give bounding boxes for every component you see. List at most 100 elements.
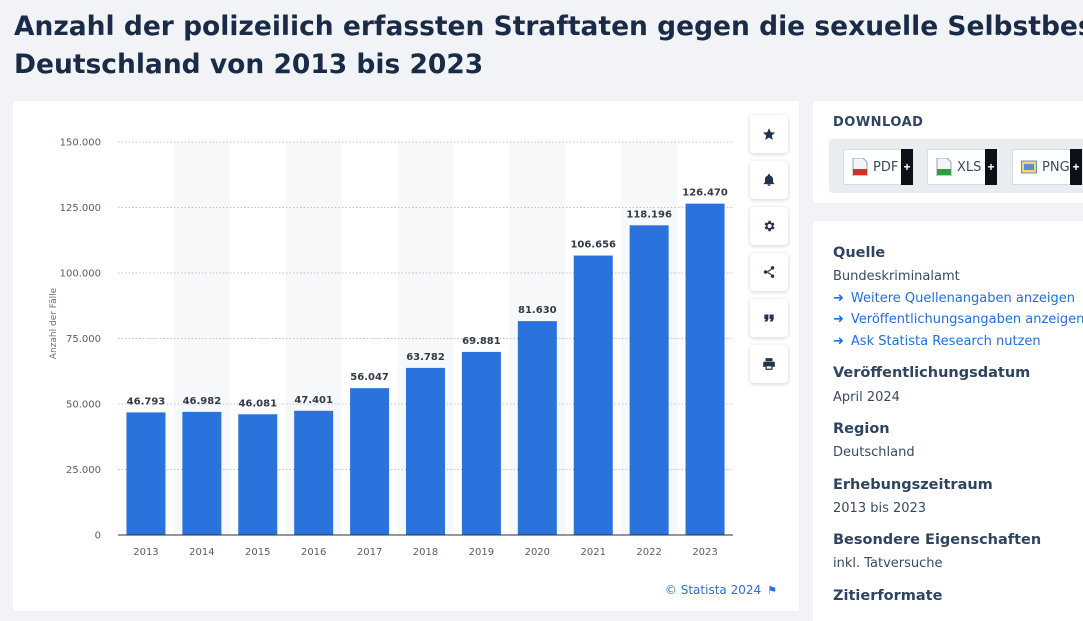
x-tick-label: 2022 [636,547,661,558]
bar-2013 [126,412,166,535]
bar-2017 [350,388,390,535]
arrow-right-icon: ➜ [833,334,844,349]
chart-card: 0 25.000 50.000 75.000 100.000 125.000 150.000… [13,101,799,611]
page-title: Anzahl der polizeilich erfassten Strafta… [14,8,1083,84]
value-label: 46.982 [183,396,222,407]
bar-chart: 0 25.000 50.000 75.000 100.000 125.000 150.000… [49,138,733,558]
share-icon [763,266,775,278]
x-tick-label: 2016 [301,547,326,558]
value-label: 47.401 [294,395,333,406]
y-axis-title: Anzahl der Fälle [49,287,59,359]
flag-icon[interactable]: ⚑ [767,583,777,597]
y-tick-label: 150.000 [60,138,101,149]
download-xls-plus[interactable]: + [985,149,997,185]
value-labels: 46.793 46.982 46.081 47.401 56.047 63.782 69.8… [127,188,728,410]
value-label: 118.196 [626,209,672,220]
publication-info-link-text[interactable]: Veröffentlichungsangaben anzeigen [850,312,1083,327]
download-bar: PDF + XLS + PNG + [829,139,1083,193]
statista-credit[interactable]: © Statista 2024 ⚑ [665,583,777,597]
download-pdf-button[interactable]: PDF + [843,149,913,185]
special-properties-value: inkl. Tatversuche [833,556,943,571]
y-tick-label: 0 [95,531,101,542]
share-button[interactable] [750,253,788,291]
bar-2016 [294,410,334,535]
notification-button[interactable] [750,161,788,199]
region-value: Deutschland [833,445,915,460]
download-pdf-plus[interactable]: + [901,149,913,185]
bookmark-button[interactable] [750,115,788,153]
survey-period-heading: Erhebungszeitraum [833,477,993,493]
x-tick-label: 2017 [357,547,382,558]
cite-button[interactable] [750,299,788,337]
settings-button[interactable] [750,207,788,245]
more-source-link-text[interactable]: Weitere Quellenangaben anzeigen [850,291,1075,306]
star-icon [762,128,776,140]
download-png-plus[interactable]: + [1070,149,1082,185]
publication-date-heading: Veröffentlichungsdatum [833,365,1031,381]
y-tick-label: 100.000 [60,269,101,280]
bar-2021 [573,255,613,535]
value-label: 106.656 [570,240,616,251]
print-icon [763,358,775,370]
publication-date-value: April 2024 [833,390,900,405]
png-file-icon [1021,160,1037,174]
special-properties-heading: Besondere Eigenschaften [833,532,1042,548]
download-png-label: PNG [1042,159,1070,175]
x-axis-ticks: 2013 2014 2015 2016 2017 2018 2019 2020 2021 2022… [133,547,718,558]
survey-period-value: 2013 bis 2023 [833,501,927,516]
bar-2019 [461,351,501,535]
download-card: DOWNLOAD PDF + XLS + PNG + [813,101,1083,203]
publication-info-link[interactable]: ➜ Veröffentlichungsangaben anzeigen [833,312,1083,327]
x-tick-label: 2018 [413,547,438,558]
info-card: Quelle Bundeskriminalamt ➜ Weitere Quelle… [813,221,1083,621]
bell-icon [763,173,775,186]
download-pdf-label: PDF [873,159,899,175]
x-tick-label: 2023 [692,547,717,558]
y-tick-label: 50.000 [66,400,101,411]
ask-research-link-text[interactable]: Ask Statista Research nutzen [850,334,1041,349]
citation-formats-heading: Zitierformate [833,588,943,604]
credit-text[interactable]: © Statista 2024 [664,583,762,597]
bars [126,203,725,535]
bar-2015 [238,414,278,535]
download-heading: DOWNLOAD [833,115,924,130]
print-button[interactable] [750,345,788,383]
value-label: 46.081 [238,398,277,409]
bar-2022 [629,225,669,535]
x-tick-label: 2015 [245,547,270,558]
pdf-file-icon [852,158,868,176]
download-xls-button[interactable]: XLS + [927,149,997,185]
region-heading: Region [833,421,890,437]
x-tick-label: 2013 [133,547,158,558]
xls-file-icon [936,158,952,176]
quote-icon [764,314,774,322]
bar-2018 [406,367,445,535]
y-tick-label: 25.000 [66,465,101,476]
x-tick-label: 2019 [469,547,494,558]
gear-icon [764,220,775,232]
bar-2014 [182,411,222,535]
download-png-button[interactable]: PNG + [1012,149,1082,185]
value-label: 69.881 [462,336,501,347]
x-tick-label: 2021 [581,547,606,558]
page-title-line-2: Deutschland von 2013 bis 2023 [14,49,484,80]
y-tick-label: 75.000 [66,334,101,345]
source-value: Bundeskriminalamt [833,269,960,284]
arrow-right-icon: ➜ [833,312,844,327]
bar-2020 [517,321,557,535]
bar-2023 [685,203,725,535]
value-label: 63.782 [406,352,445,363]
value-label: 46.793 [127,396,166,407]
page-title-line-1: Anzahl der polizeilich erfassten Strafta… [14,11,1083,42]
value-label: 81.630 [518,305,557,316]
arrow-right-icon: ➜ [833,291,844,306]
x-tick-label: 2020 [525,547,550,558]
y-axis-ticks: 0 25.000 50.000 75.000 100.000 125.000 150.000 [60,138,101,542]
more-source-link[interactable]: ➜ Weitere Quellenangaben anzeigen [833,291,1075,306]
x-tick-label: 2014 [189,547,214,558]
value-label: 126.470 [682,188,728,199]
source-heading: Quelle [833,245,886,261]
value-label: 56.047 [350,372,389,383]
ask-research-link[interactable]: ➜ Ask Statista Research nutzen [833,334,1041,349]
download-xls-label: XLS [957,159,982,175]
